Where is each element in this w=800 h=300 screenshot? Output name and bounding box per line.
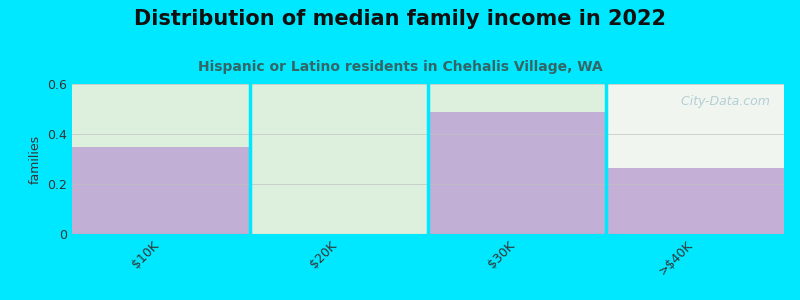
Text: Distribution of median family income in 2022: Distribution of median family income in … [134,9,666,29]
Text: Hispanic or Latino residents in Chehalis Village, WA: Hispanic or Latino residents in Chehalis… [198,60,602,74]
Y-axis label: families: families [29,134,42,184]
Text: City-Data.com: City-Data.com [669,94,770,107]
